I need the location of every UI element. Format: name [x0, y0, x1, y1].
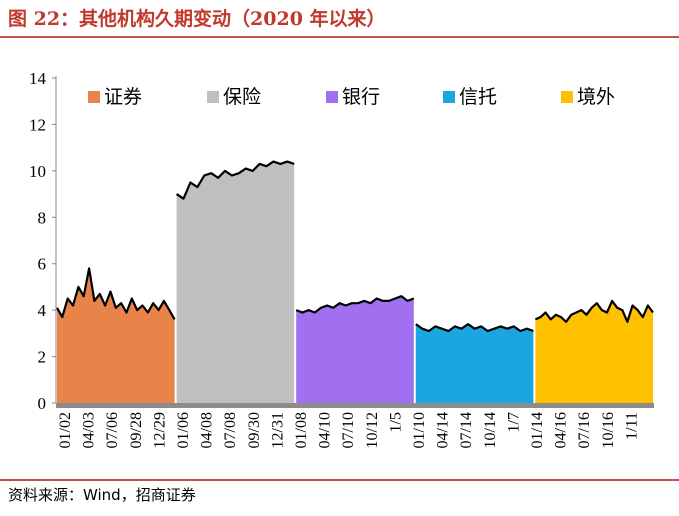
y-tick-label: 12: [29, 115, 46, 134]
area-银行: [296, 296, 414, 403]
x-tick-label: 07/10: [340, 412, 357, 448]
x-tick-label: 01/02: [57, 412, 74, 448]
x-tick-label: 04/10: [317, 412, 334, 448]
legend-swatch-证券: [88, 91, 100, 103]
y-tick-label: 6: [38, 255, 47, 274]
x-tick-label: 04/14: [435, 412, 452, 448]
x-tick-label: 07/06: [104, 412, 121, 448]
x-tick-label: 10/14: [482, 412, 499, 448]
source-divider: [0, 479, 679, 481]
legend-swatch-银行: [326, 91, 338, 103]
figure-title: 图 22：其他机构久期变动（2020 年以来）: [8, 8, 386, 30]
line-境外: [534, 299, 654, 323]
x-tick-label: 04/16: [553, 412, 570, 448]
area-证券: [57, 268, 175, 403]
y-tick-label: 10: [29, 162, 46, 181]
x-axis-bar: [56, 403, 654, 408]
legend-swatch-保险: [207, 91, 219, 103]
title-divider: [0, 36, 679, 38]
area-信托: [415, 324, 534, 403]
legend: 证券 保险 银行 信托 境外: [88, 86, 615, 108]
x-tick-label: 04/03: [81, 412, 98, 448]
line-保险: [175, 160, 295, 200]
line-证券: [56, 267, 176, 320]
legend-label-银行: 银行: [342, 86, 380, 108]
x-tick-label: 09/28: [128, 412, 145, 448]
line-信托: [415, 323, 534, 333]
duration-area-chart: 0 2 4 6 8 10 12 14 01/02 04/03 07/06 09/28 12/29 01/0…: [29, 69, 654, 448]
x-tick-label: 1/7: [505, 412, 522, 432]
area-境外: [535, 300, 653, 403]
legend-label-证券: 证券: [104, 86, 142, 108]
x-tick-label: 04/08: [199, 412, 216, 448]
x-tick-label: 10/12: [364, 412, 381, 448]
y-tick-label: 8: [38, 208, 47, 227]
area-保险: [176, 161, 295, 403]
x-tick-label: 1/11: [623, 412, 640, 440]
x-tick-label: 1/5: [387, 412, 404, 432]
series-lines: [56, 160, 654, 333]
legend-swatch-境外: [561, 91, 573, 103]
x-tick-label: 07/14: [458, 412, 475, 448]
x-tick-label: 01/08: [293, 412, 310, 448]
axes: 0 2 4 6 8 10 12 14 01/02 04/03 07/06 09/28 12/29 01/0…: [29, 69, 654, 448]
x-tick-label: 12/29: [151, 412, 168, 448]
legend-label-境外: 境外: [577, 86, 615, 108]
y-tick-label: 2: [38, 348, 47, 367]
x-tick-label: 07/08: [222, 412, 239, 448]
x-tick-label: 01/10: [411, 412, 428, 448]
y-tick-label: 14: [29, 69, 47, 88]
x-tick-label: 10/16: [600, 412, 617, 448]
x-tick-label: 12/31: [269, 412, 286, 448]
series-areas: [57, 161, 653, 403]
y-tick-label: 0: [38, 394, 47, 413]
legend-label-信托: 信托: [459, 86, 497, 108]
x-tick-label: 01/14: [529, 412, 546, 448]
x-tick-label: 07/16: [576, 412, 593, 448]
line-银行: [295, 295, 415, 314]
source-note: 资料来源：Wind，招商证券: [8, 486, 196, 504]
legend-label-保险: 保险: [223, 86, 261, 108]
y-tick-label: 4: [38, 301, 47, 320]
x-tick-label: 01/06: [175, 412, 192, 448]
legend-swatch-信托: [443, 91, 455, 103]
x-tick-label: 09/30: [246, 412, 263, 448]
